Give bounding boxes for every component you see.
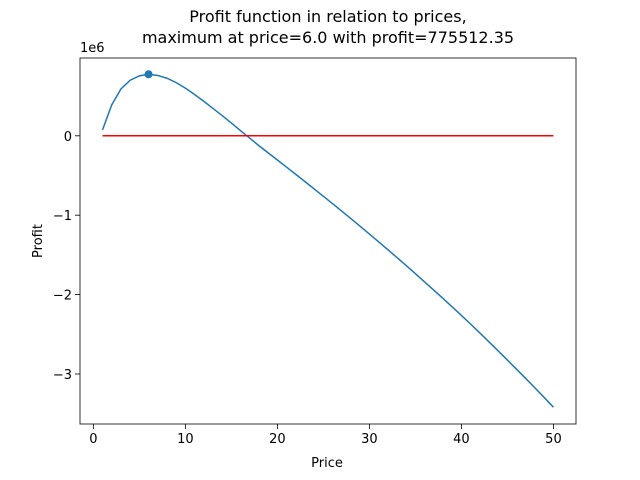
x-axis-label: Price — [311, 456, 343, 471]
chart-title: maximum at price=6.0 with profit=775512.… — [142, 28, 514, 47]
x-tick-label: 10 — [177, 432, 194, 447]
y-offset-label: 1e6 — [80, 41, 105, 56]
x-tick-label: 50 — [545, 432, 562, 447]
x-tick-label: 0 — [89, 432, 97, 447]
max-point — [144, 70, 153, 79]
y-tick-label: −2 — [53, 289, 72, 304]
chart-title: Profit function in relation to prices, — [189, 7, 466, 26]
line — [101, 73, 554, 408]
x-tick-label: 30 — [361, 432, 378, 447]
y-tick-label: −1 — [53, 209, 72, 224]
axes-frame — [79, 57, 577, 425]
y-tick-label: 0 — [64, 130, 72, 145]
y-tick-label: −3 — [53, 368, 72, 383]
x-tick-label: 20 — [269, 432, 286, 447]
x-tick-label: 40 — [453, 432, 470, 447]
y-axis-label: Profit — [31, 224, 46, 258]
